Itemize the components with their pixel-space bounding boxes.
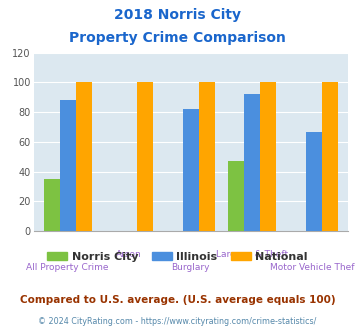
Legend: Norris City, Illinois, National: Norris City, Illinois, National: [43, 248, 312, 267]
Text: Compared to U.S. average. (U.S. average equals 100): Compared to U.S. average. (U.S. average …: [20, 295, 335, 305]
Bar: [183, 109, 199, 231]
Bar: [76, 82, 92, 231]
Bar: [306, 131, 322, 231]
Bar: [60, 100, 76, 231]
Bar: [228, 161, 244, 231]
Text: Motor Vehicle Theft: Motor Vehicle Theft: [270, 263, 355, 272]
Text: Larceny & Theft: Larceny & Theft: [216, 250, 289, 259]
Bar: [261, 82, 277, 231]
Bar: [322, 82, 338, 231]
Text: Burglary: Burglary: [171, 263, 210, 272]
Text: All Property Crime: All Property Crime: [26, 263, 109, 272]
Text: Arson: Arson: [116, 250, 142, 259]
Text: © 2024 CityRating.com - https://www.cityrating.com/crime-statistics/: © 2024 CityRating.com - https://www.city…: [38, 317, 317, 326]
Bar: [244, 94, 261, 231]
Bar: [44, 179, 60, 231]
Bar: [199, 82, 215, 231]
Text: 2018 Norris City: 2018 Norris City: [114, 8, 241, 22]
Text: Property Crime Comparison: Property Crime Comparison: [69, 31, 286, 45]
Bar: [137, 82, 153, 231]
